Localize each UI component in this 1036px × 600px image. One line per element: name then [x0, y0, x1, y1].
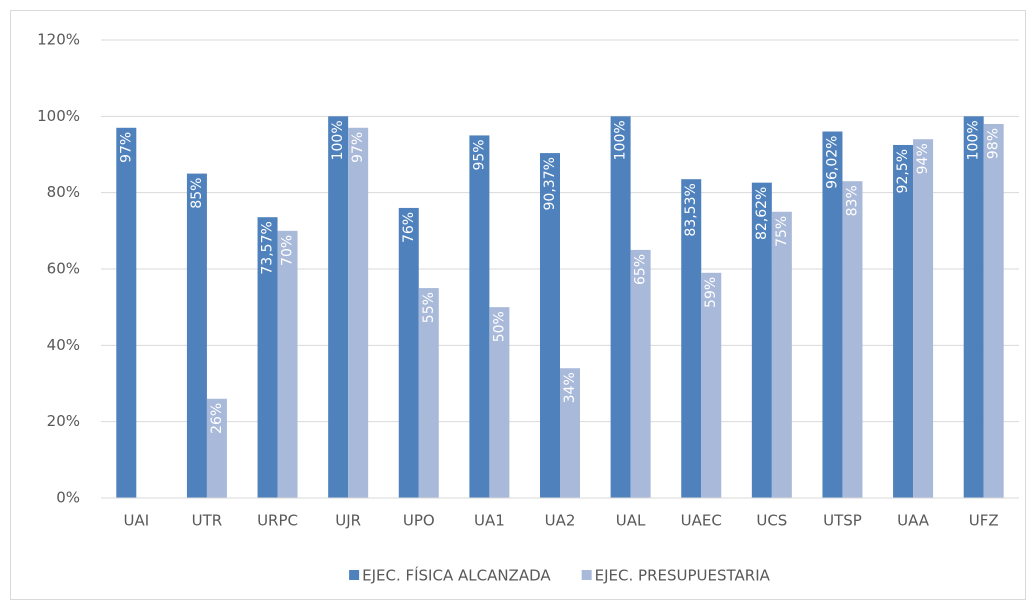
- x-tick-label: UAEC: [681, 512, 722, 530]
- value-label: 82,62%: [754, 187, 770, 240]
- bar: [771, 211, 792, 498]
- y-tick-label: 120%: [37, 31, 80, 49]
- value-label: 98%: [986, 128, 1002, 159]
- bar: [489, 307, 510, 498]
- x-tick-label: UA2: [545, 512, 576, 530]
- value-label: 96,02%: [824, 136, 840, 189]
- value-label: 85%: [189, 178, 205, 209]
- y-tick-label: 40%: [47, 336, 80, 354]
- bar: [630, 249, 651, 498]
- bar: [116, 127, 137, 499]
- value-label: 76%: [401, 212, 417, 243]
- value-label: 100%: [613, 120, 629, 160]
- bar: [751, 182, 772, 499]
- x-tick-label: UTR: [192, 512, 223, 530]
- bar: [206, 398, 227, 498]
- value-label: 92,5%: [895, 149, 911, 193]
- bar: [560, 368, 580, 498]
- legend-marker: [581, 570, 592, 580]
- bar: [913, 139, 934, 498]
- x-tick-label: UJR: [335, 512, 361, 530]
- bar: [398, 207, 419, 498]
- x-tick-label: UA1: [474, 512, 505, 530]
- bar: [418, 288, 439, 498]
- bar: [186, 173, 207, 499]
- y-tick-label: 100%: [37, 107, 80, 125]
- value-label: 100%: [330, 120, 346, 160]
- legend-marker: [349, 570, 360, 580]
- value-label: 55%: [421, 292, 437, 323]
- bar: [701, 272, 722, 498]
- value-label: 100%: [966, 120, 982, 160]
- y-tick-label: 20%: [47, 412, 80, 430]
- bar: [257, 217, 278, 499]
- bar: [893, 144, 914, 499]
- bar: [277, 230, 298, 499]
- chart-frame: [10, 10, 1026, 600]
- value-label: 65%: [633, 254, 649, 285]
- bar: [540, 153, 560, 498]
- x-tick-label: URPC: [257, 512, 298, 530]
- y-tick-label: 0%: [56, 489, 80, 507]
- bar: [469, 135, 490, 498]
- x-tick-label: UAL: [616, 512, 646, 530]
- x-tick-label: UAA: [897, 512, 930, 530]
- legend-label: EJEC. PRESUPUESTARIA: [595, 567, 771, 585]
- bar: [963, 116, 984, 498]
- legend-label: EJEC. FÍSICA ALCANZADA: [362, 566, 551, 585]
- y-tick-label: 60%: [47, 260, 80, 278]
- value-label: 34%: [562, 372, 578, 403]
- value-label: 26%: [209, 403, 225, 434]
- bar: [328, 116, 349, 498]
- value-label: 70%: [280, 235, 296, 266]
- value-label: 83%: [844, 185, 860, 216]
- bar: [681, 179, 702, 498]
- x-tick-label: UAI: [123, 512, 149, 530]
- value-label: 94%: [915, 143, 931, 174]
- x-tick-label: UFZ: [969, 512, 999, 530]
- bar: [822, 131, 843, 498]
- x-tick-label: UCS: [756, 512, 787, 530]
- value-label: 83,53%: [683, 183, 699, 236]
- value-label: 50%: [491, 311, 507, 342]
- value-label: 95%: [471, 139, 487, 170]
- bar: [983, 123, 1004, 498]
- value-label: 75%: [774, 216, 790, 247]
- x-tick-label: UPO: [403, 512, 435, 530]
- value-label: 73,57%: [260, 221, 276, 274]
- value-label: 90,37%: [542, 157, 558, 210]
- value-label: 97%: [350, 132, 366, 163]
- value-label: 97%: [118, 132, 134, 163]
- bar: [348, 127, 369, 499]
- value-label: 59%: [703, 277, 719, 308]
- x-tick-label: UTSP: [823, 512, 862, 530]
- bar: [610, 116, 631, 498]
- bar: [842, 181, 863, 498]
- y-tick-label: 80%: [47, 183, 80, 201]
